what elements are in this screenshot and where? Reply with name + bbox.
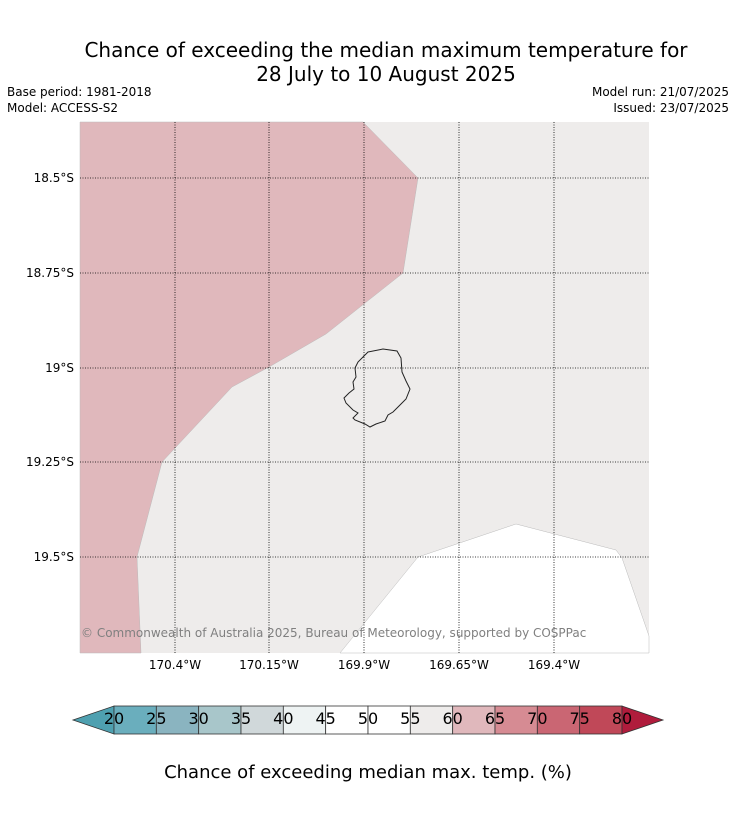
- lat-label: 19°S: [45, 361, 74, 375]
- colorbar-tick-label: 40: [273, 709, 294, 728]
- colorbar-tick-label: 35: [230, 709, 252, 728]
- lon-label: 169.9°W: [337, 658, 391, 672]
- colorbar-segment: [155, 705, 200, 735]
- colorbar-tick-label: 55: [400, 709, 421, 728]
- lon-label: 169.4°W: [527, 658, 581, 672]
- colorbar-tick-label: 30: [188, 709, 209, 728]
- lat-label: 18.5°S: [33, 171, 74, 185]
- base-period: Base period: 1981-2018: [7, 85, 152, 99]
- meta-left: Base period: 1981-2018 Model: ACCESS-S2: [7, 84, 152, 116]
- lon-label: 170.15°W: [239, 658, 299, 672]
- colorbar-tick-label: 45: [315, 709, 336, 728]
- colorbar: [71, 705, 665, 735]
- map-title: Chance of exceeding the median maximum t…: [0, 38, 736, 86]
- title-line-1: Chance of exceeding the median maximum t…: [84, 38, 688, 62]
- model-run: Model run: 21/07/2025: [591, 85, 729, 99]
- model-name: Model: ACCESS-S2: [7, 101, 119, 115]
- colorbar-segment: [282, 705, 327, 735]
- colorbar-tick-label: 25: [146, 709, 167, 728]
- lon-label: 169.65°W: [429, 658, 489, 672]
- colorbar-segments: [71, 705, 665, 735]
- lat-label: 18.75°S: [26, 266, 74, 280]
- colorbar-tick-label: 70: [527, 709, 548, 728]
- colorbar-segment: [536, 705, 581, 735]
- gridlines: [80, 122, 649, 653]
- colorbar-title: Chance of exceeding median max. temp. (%…: [164, 762, 572, 783]
- colorbar-segment: [494, 705, 538, 735]
- colorbar-extend-high: [621, 705, 665, 735]
- colorbar-tick-label: 60: [442, 709, 463, 728]
- meta-right: Model run: 21/07/2025 Issued: 23/07/2025: [592, 84, 729, 116]
- region-near-median: [339, 523, 650, 654]
- issued-date: Issued: 23/07/2025: [613, 101, 729, 115]
- title-line-2: 28 July to 10 August 2025: [256, 62, 516, 86]
- colorbar-tick-label: 80: [611, 709, 633, 728]
- lat-label: 19.5°S: [33, 550, 74, 564]
- colorbar-tick-label: 20: [103, 709, 125, 728]
- colorbar-segment: [409, 705, 454, 735]
- map-panel: [79, 121, 650, 654]
- colorbar-segment: [240, 705, 284, 735]
- lat-label: 19.25°S: [26, 455, 74, 469]
- colorbar-segment: [367, 705, 411, 735]
- niue-island-outline: [343, 348, 411, 428]
- copyright-credit: © Commonwealth of Australia 2025, Bureau…: [81, 626, 587, 640]
- lon-label: 170.4°W: [148, 658, 202, 672]
- colorbar-tick-label: 75: [569, 709, 590, 728]
- colorbar-tick-label: 50: [357, 709, 379, 728]
- region-above-normal: [79, 121, 419, 654]
- colorbar-tick-label: 65: [484, 709, 506, 728]
- colorbar-segment: [579, 705, 623, 735]
